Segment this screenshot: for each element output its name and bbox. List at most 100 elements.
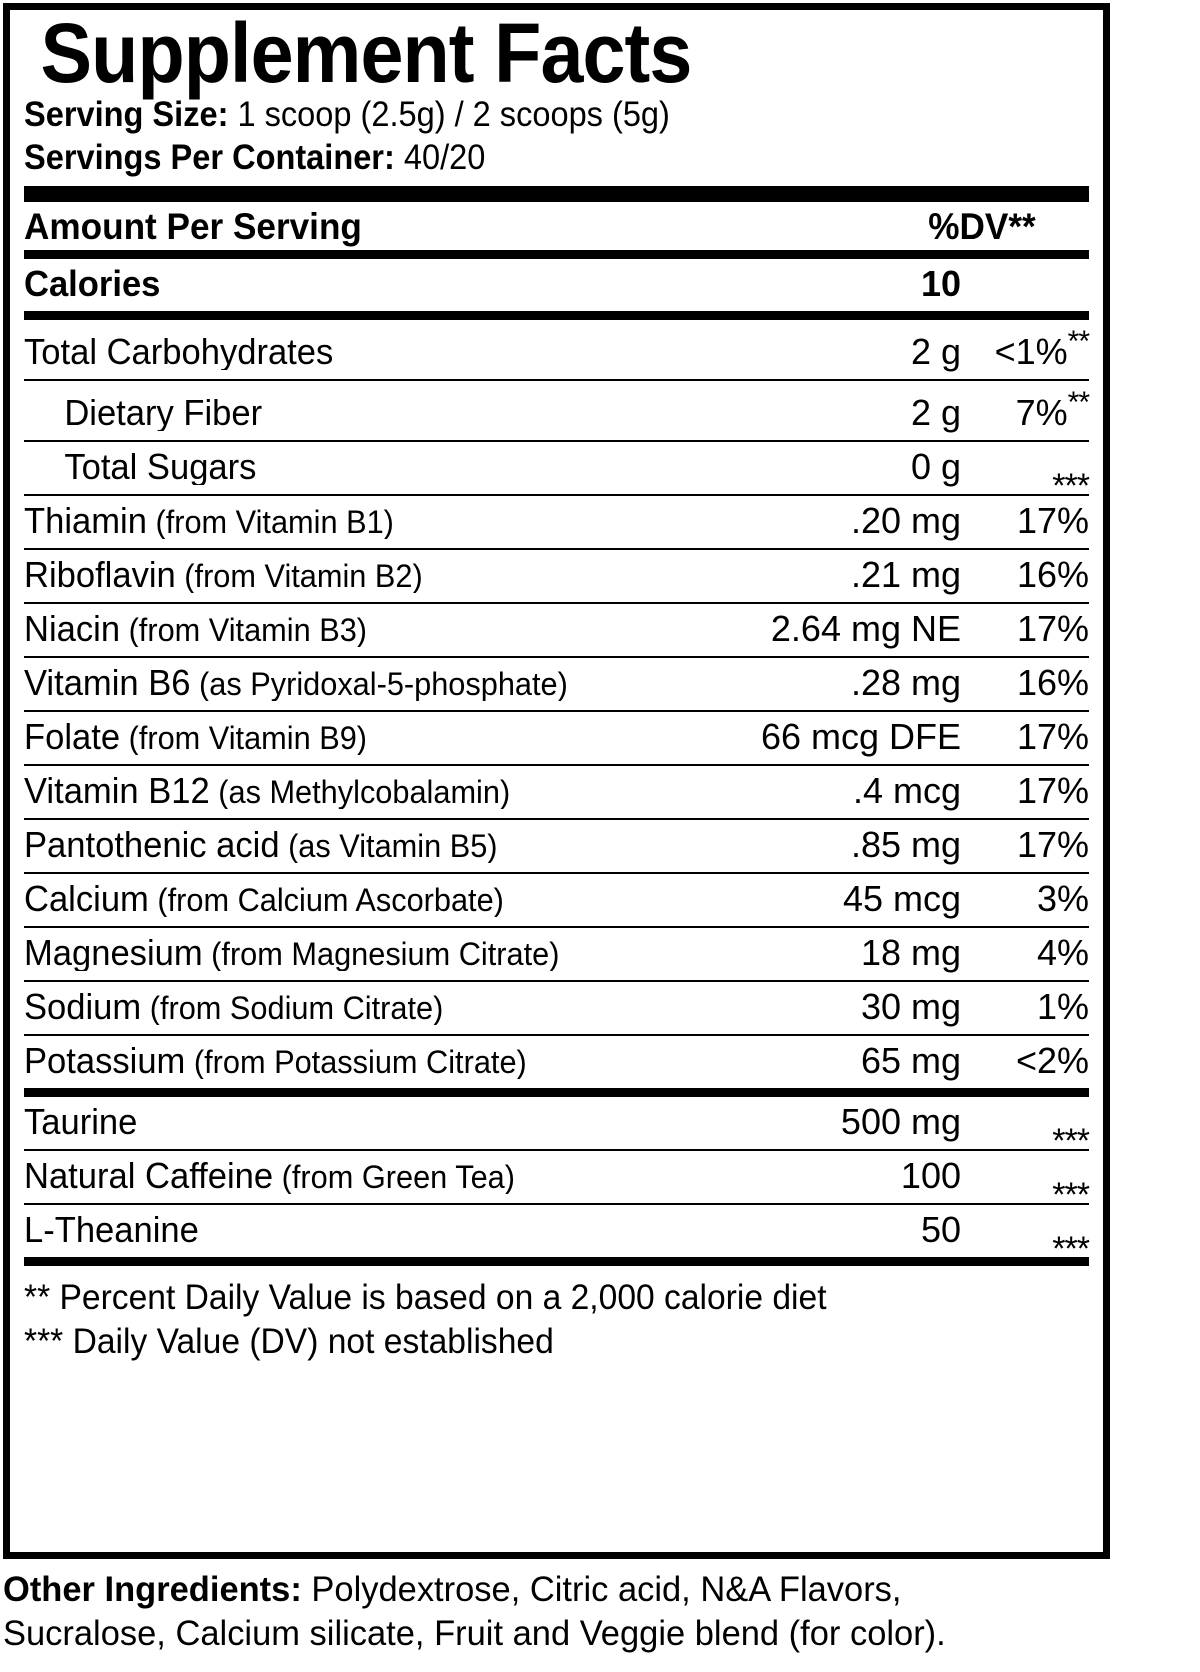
macros-group: Total Carbohydrates 2 g <1%** Dietary Fiber… xyxy=(24,320,1090,503)
nutrient-name: Calories xyxy=(24,265,161,302)
nutrient-name: Potassium (from Potassium Citrate) xyxy=(24,1042,527,1079)
nutrient-source: (from Magnesium Citrate) xyxy=(202,935,560,971)
nutrient-dv: 1% xyxy=(1036,985,1089,1027)
divider-med-calories xyxy=(24,310,1089,320)
servings-per-container-line: Servings Per Container: 40/20 xyxy=(24,137,1014,180)
divider-thin xyxy=(24,378,1089,381)
table-header-row: Amount Per Serving %DV** xyxy=(24,202,1036,250)
percent-dv-header: %DV** xyxy=(928,205,1036,247)
servings-per-container-label: Servings Per Container: xyxy=(24,138,395,177)
nutrient-name: Natural Caffeine (from Green Tea) xyxy=(24,1157,515,1194)
divider-thick-top xyxy=(24,185,1089,202)
nutrient-source: (from Potassium Citrate) xyxy=(185,1043,527,1079)
divider-thin xyxy=(24,655,1089,658)
nutrient-amount: 0 g xyxy=(910,445,961,487)
table-row: Vitamin B6 (as Pyridoxal-5-phosphate) .28… xyxy=(24,658,1089,710)
divider-thin xyxy=(24,1202,1089,1205)
divider-thin xyxy=(24,979,1089,982)
nutrient-amount: .4 mcg xyxy=(852,769,961,811)
nutrient-source: (as Methylcobalamin) xyxy=(209,773,511,809)
divider-thin xyxy=(24,871,1089,874)
nutrient-source: (from Vitamin B1) xyxy=(146,503,394,539)
other-ingredients-line-1-rest: Polydextrose, Citric acid, N&A Flavors, xyxy=(301,1570,902,1609)
serving-size-label: Serving Size: xyxy=(24,95,229,135)
divider-thin xyxy=(24,925,1089,928)
nutrient-amount: 500 mg xyxy=(840,1100,961,1142)
nutrient-dv: 7%** xyxy=(1015,385,1090,433)
nutrient-dv: 17% xyxy=(1016,715,1089,757)
other-ingredients-line-1: Other Ingredients: Polydextrose, Citric … xyxy=(3,1568,1179,1612)
nutrient-name: Taurine xyxy=(24,1103,138,1140)
other-ingredients-line-2: Sucralose, Calcium silicate, Fruit and V… xyxy=(3,1613,946,1653)
footnotes: ** Percent Daily Value is based on a 2,0… xyxy=(24,1266,1046,1366)
nutrient-name: Vitamin B6 (as Pyridoxal-5-phosphate) xyxy=(24,664,568,701)
divider-thin xyxy=(24,817,1089,820)
table-row: L-Theanine 50 *** xyxy=(24,1205,1090,1266)
nutrient-name: L-Theanine xyxy=(24,1211,199,1248)
nutrient-amount: 30 mg xyxy=(860,985,961,1027)
nutrient-dv: <1%** xyxy=(994,324,1090,372)
serving-size-value: 1 scoop (2.5g) / 2 scoops (5g) xyxy=(228,95,670,135)
nutrient-amount: .20 mg xyxy=(850,499,961,541)
nutrient-amount: .21 mg xyxy=(850,553,961,595)
table-row: Total Sugars 0 g *** xyxy=(24,442,1090,503)
blend-group: Taurine 500 mg *** Natural Caffeine (from G… xyxy=(24,1097,1090,1266)
other-ingredients: Other Ingredients: Polydextrose, Citric … xyxy=(3,1568,1179,1656)
nutrient-source: (from Vitamin B3) xyxy=(120,611,368,647)
nutrient-name: Niacin (from Vitamin B3) xyxy=(24,610,368,647)
nutrient-dv: 17% xyxy=(1016,607,1089,649)
table-row: Folate (from Vitamin B9) 66 mcg DFE 17% xyxy=(24,712,1089,764)
table-row: Potassium (from Potassium Citrate) 65 mg <… xyxy=(24,1036,1089,1088)
divider-med-blend xyxy=(24,1087,1089,1097)
table-row: Pantothenic acid (as Vitamin B5) .85 mg 17… xyxy=(24,820,1089,872)
nutrient-name: Total Carbohydrates xyxy=(24,333,334,370)
nutrient-name: Sodium (from Sodium Citrate) xyxy=(24,988,444,1025)
dv-not-established-marker: *** xyxy=(1052,1229,1090,1268)
nutrient-amount: 50 xyxy=(920,1208,961,1250)
nutrient-name: Dietary Fiber xyxy=(64,394,263,431)
nutrient-dv: 16% xyxy=(1016,661,1089,703)
divider-thin xyxy=(24,493,1089,496)
nutrient-dv: 16% xyxy=(1016,553,1089,595)
dv-footnote-marker: ** xyxy=(1067,324,1090,358)
minerals-group: Calcium (from Calcium Ascorbate) 45 mcg 3%… xyxy=(24,874,1089,1088)
table-row-calories: Calories 10 xyxy=(24,259,1089,311)
table-row: Niacin (from Vitamin B3) 2.64 mg NE 17% xyxy=(24,604,1089,656)
nutrient-name: Thiamin (from Vitamin B1) xyxy=(24,502,394,539)
divider-thin xyxy=(24,763,1089,766)
nutrient-amount: 100 xyxy=(900,1154,961,1196)
dv-not-established-marker: *** xyxy=(1052,466,1090,505)
nutrient-dv: <2% xyxy=(1015,1039,1089,1081)
divider-med-header xyxy=(24,249,1089,259)
divider-thin xyxy=(24,547,1089,550)
nutrient-source: (as Pyridoxal-5-phosphate) xyxy=(190,665,568,701)
amount-per-serving-header: Amount Per Serving xyxy=(24,205,362,247)
nutrient-dv: 3% xyxy=(1036,877,1089,919)
divider-thin xyxy=(24,1148,1089,1151)
servings-per-container-value: 40/20 xyxy=(394,138,486,177)
nutrient-amount: .28 mg xyxy=(850,661,961,703)
dv-not-established-marker: *** xyxy=(1052,1121,1090,1160)
nutrient-name: Riboflavin (from Vitamin B2) xyxy=(24,556,423,593)
table-row: Natural Caffeine (from Green Tea) 100 *** xyxy=(24,1151,1090,1212)
nutrient-amount: 45 mcg xyxy=(842,877,961,919)
table-row: Taurine 500 mg *** xyxy=(24,1097,1090,1158)
table-row: Dietary Fiber 2 g 7%** xyxy=(24,381,1090,440)
facts-panel: Supplement Facts Serving Size: 1 scoop (… xyxy=(3,3,1110,1559)
nutrient-source: (from Green Tea) xyxy=(273,1158,515,1194)
table-row: Riboflavin (from Vitamin B2) .21 mg 16% xyxy=(24,550,1089,602)
serving-size-line: Serving Size: 1 scoop (2.5g) / 2 scoops … xyxy=(24,94,1014,137)
nutrient-name: Pantothenic acid (as Vitamin B5) xyxy=(24,826,498,863)
nutrient-dv: 17% xyxy=(1016,769,1089,811)
nutrient-name: Folate (from Vitamin B9) xyxy=(24,718,368,755)
nutrient-name: Magnesium (from Magnesium Citrate) xyxy=(24,934,560,971)
nutrient-name: Calcium (from Calcium Ascorbate) xyxy=(24,880,504,917)
nutrient-amount: 65 mg xyxy=(860,1039,961,1081)
table-row: Sodium (from Sodium Citrate) 30 mg 1% xyxy=(24,982,1089,1034)
dv-footnote-marker: ** xyxy=(1067,385,1090,419)
nutrient-dv: 4% xyxy=(1036,931,1089,973)
table-row: Total Carbohydrates 2 g <1%** xyxy=(24,320,1090,379)
divider-thin xyxy=(24,601,1089,604)
nutrient-amount: .85 mg xyxy=(850,823,961,865)
